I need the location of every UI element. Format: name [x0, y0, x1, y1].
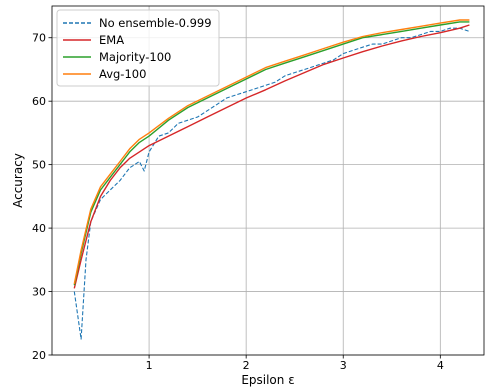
series-line-1	[73, 27, 470, 340]
series-line-4	[73, 19, 470, 285]
y-tick-label: 50	[32, 159, 46, 172]
y-tick-label: 70	[32, 32, 46, 45]
x-tick-label: 4	[437, 359, 444, 372]
legend-label: No ensemble-0.999	[99, 16, 212, 30]
legend-label: Avg-100	[99, 67, 146, 81]
x-tick-label: 3	[340, 359, 347, 372]
legend-label: Majority-100	[99, 50, 171, 64]
series-line-3	[73, 21, 470, 286]
axis-ticks: 1 2 3 4 20 30 40 50 60 70	[32, 32, 444, 372]
y-axis-label: Accuracy	[11, 153, 25, 208]
series-line-2	[73, 24, 470, 289]
series-layer	[73, 19, 470, 340]
x-axis-label: Epsilon ε	[241, 373, 294, 387]
legend: No ensemble-0.999 EMA Majority-100 Avg-100	[56, 9, 220, 87]
y-tick-label: 60	[32, 95, 46, 108]
x-tick-label: 1	[146, 359, 153, 372]
x-tick-label: 2	[243, 359, 250, 372]
y-tick-label: 30	[32, 286, 46, 299]
y-tick-label: 20	[32, 349, 46, 362]
plot-frame	[51, 5, 485, 356]
y-tick-label: 40	[32, 222, 46, 235]
legend-label: EMA	[99, 33, 124, 47]
legend-box	[56, 9, 220, 87]
